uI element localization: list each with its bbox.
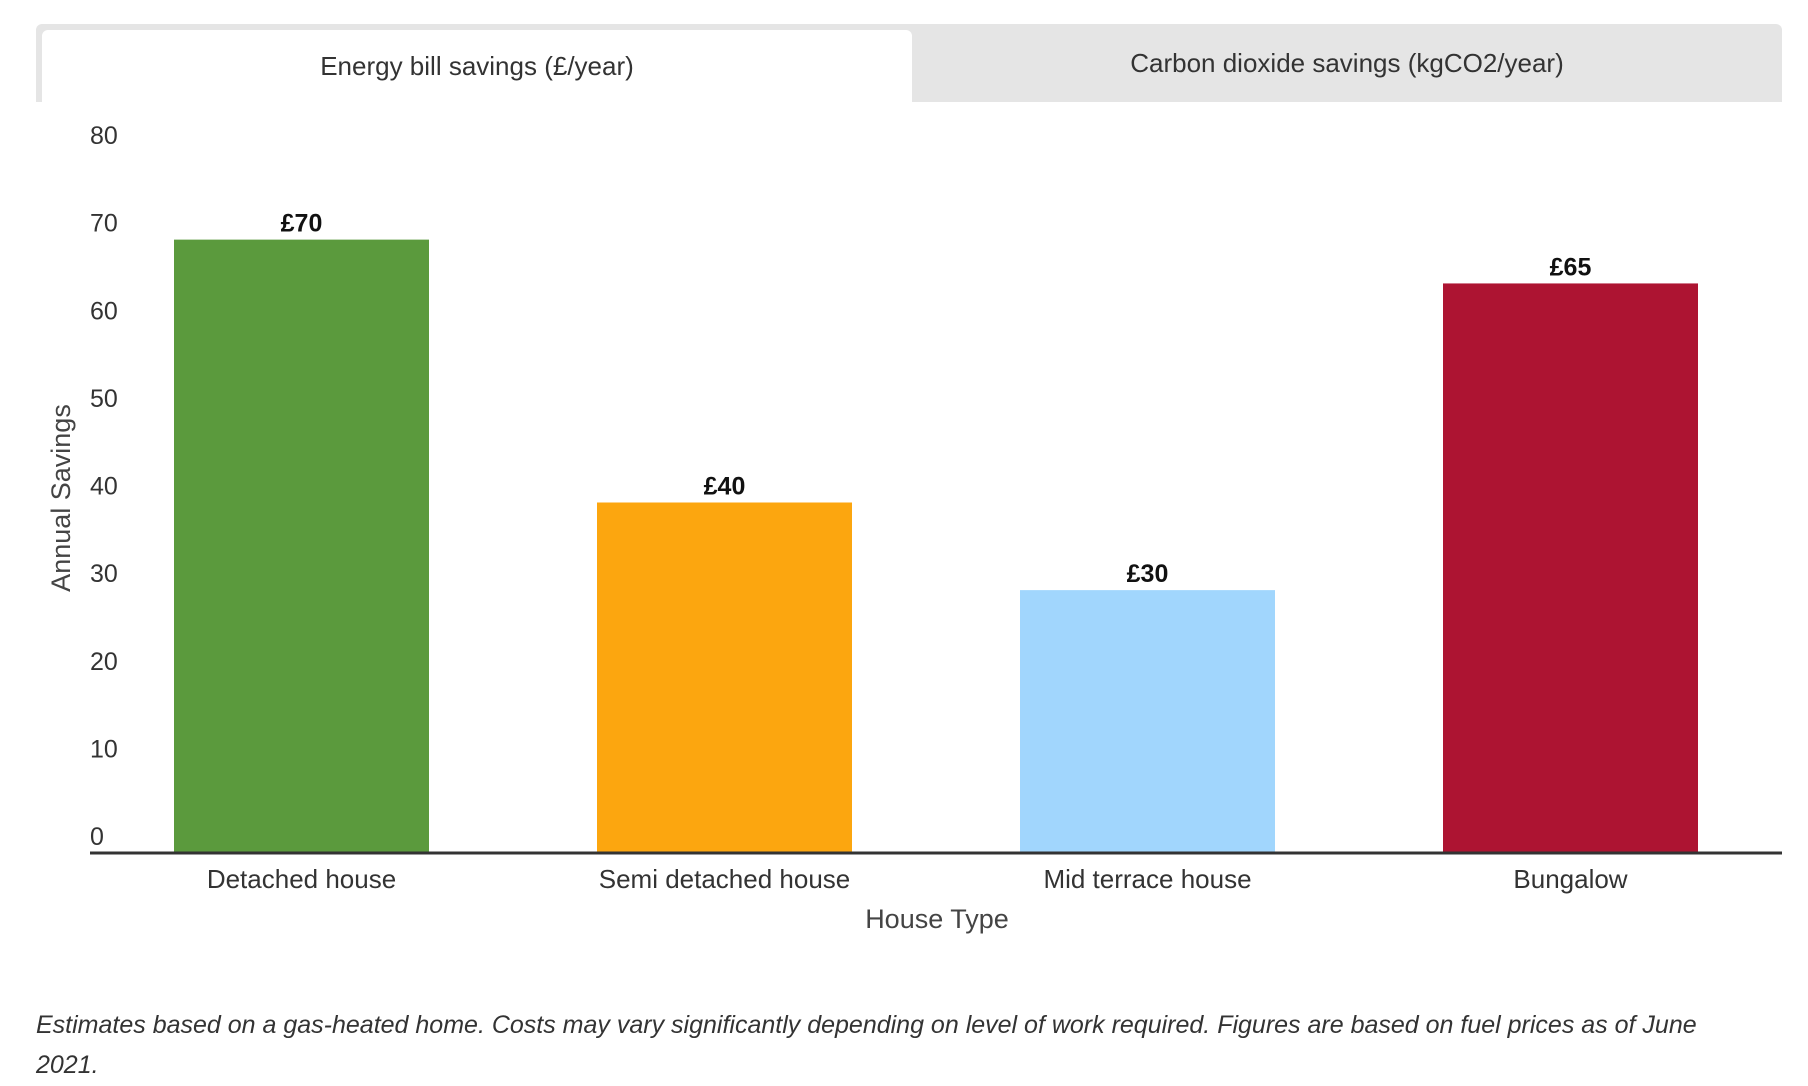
- y-tick-label: 40: [90, 473, 118, 501]
- y-tick-label: 30: [90, 560, 118, 588]
- bar[interactable]: [1443, 283, 1698, 853]
- bar-chart: 0 10 20 30 40 50 60 70 80 £70 £40 £30 £65 Detached …: [46, 122, 1782, 934]
- y-tick-label: 10: [90, 735, 118, 763]
- x-tick-label: Mid terrace house: [1043, 864, 1251, 894]
- bar[interactable]: [597, 502, 852, 854]
- bar-value-label: £65: [1550, 253, 1592, 281]
- x-tick-label: Detached house: [207, 864, 396, 894]
- bar[interactable]: [174, 239, 429, 853]
- tab-carbon-dioxide-savings[interactable]: Carbon dioxide savings (kgCO2/year): [1130, 47, 1564, 78]
- y-tick-label: 80: [90, 122, 118, 150]
- y-tick-label: 60: [90, 297, 118, 325]
- y-tick-label: 50: [90, 385, 118, 413]
- y-tick-label: 20: [90, 648, 118, 676]
- bar-value-label: £30: [1127, 560, 1169, 588]
- bar-value-label: £40: [704, 473, 746, 501]
- y-tick-label: 0: [90, 823, 104, 851]
- x-tick-label: Semi detached house: [599, 864, 851, 894]
- footnote: Estimates based on a gas-heated home. Co…: [36, 1011, 1697, 1079]
- bar[interactable]: [1020, 590, 1275, 853]
- bar-value-label: £70: [281, 210, 323, 238]
- y-axis-title: Annual Savings: [46, 404, 76, 592]
- x-tick-label: Bungalow: [1513, 864, 1627, 894]
- chart-tab-bar: Energy bill savings (£/year) Carbon diox…: [36, 24, 1782, 102]
- tab-energy-bill-savings[interactable]: Energy bill savings (£/year): [42, 30, 912, 102]
- x-axis-title: House Type: [865, 904, 1009, 934]
- y-tick-label: 70: [90, 210, 118, 238]
